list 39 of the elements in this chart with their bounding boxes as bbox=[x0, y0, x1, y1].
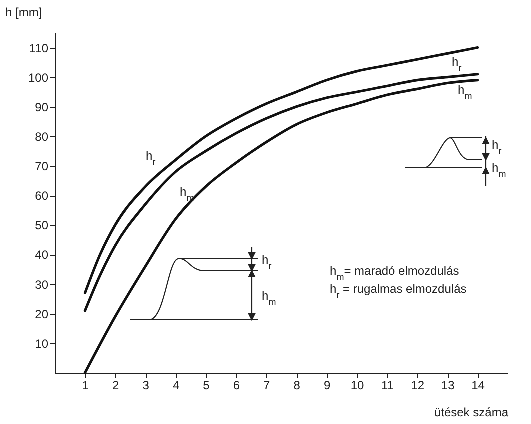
y-tick-label: 10 bbox=[35, 336, 49, 351]
line-series bbox=[84, 79, 480, 374]
x-tick-label: 4 bbox=[172, 378, 180, 392]
annotation: h$_{r}$ bbox=[146, 149, 156, 167]
annotation: h$_{r}$ bbox=[262, 253, 272, 271]
x-tick-label: 13 bbox=[441, 378, 456, 392]
x-tick-label: 8 bbox=[294, 378, 301, 392]
x-tick-label: 6 bbox=[233, 378, 240, 392]
annotation: h$_{r}$ bbox=[452, 55, 462, 73]
x-tick-label: 14 bbox=[472, 378, 486, 392]
y-tick-label: 60 bbox=[35, 189, 49, 204]
x-tick-label: 10 bbox=[350, 378, 364, 392]
x-axis-title: ütések száma bbox=[434, 406, 509, 420]
annotation: h$_{m}$ bbox=[180, 185, 194, 203]
y-axis-title: h [mm] bbox=[6, 6, 42, 20]
x-tick-label: 3 bbox=[142, 378, 150, 392]
annotation: h$_{m}$ bbox=[492, 161, 506, 179]
y-tick-label: 70 bbox=[35, 160, 49, 174]
annotation: h$_{m}$= maradó elmozdulás bbox=[330, 264, 460, 282]
annotation: h$_{r}$ = rugalmas elmozdulás bbox=[330, 282, 467, 300]
y-tick-label: 100 bbox=[28, 70, 49, 85]
annotation: h$_{m}$ bbox=[458, 83, 472, 101]
annotation: h$_{r}$ bbox=[492, 138, 502, 156]
y-tick-label: 110 bbox=[29, 41, 49, 56]
y-tick-label: 30 bbox=[35, 278, 49, 292]
annotation: h$_{m}$ bbox=[262, 289, 276, 307]
y-tick-label: 50 bbox=[35, 218, 49, 233]
x-tick-label: 11 bbox=[381, 378, 394, 392]
y-tick-label: 40 bbox=[35, 248, 49, 262]
x-tick-label: 2 bbox=[112, 378, 120, 392]
x-tick-label: 12 bbox=[411, 378, 425, 392]
x-tick-label: 9 bbox=[324, 378, 331, 392]
x-tick-label: 7 bbox=[264, 378, 271, 392]
y-tick-label: 20 bbox=[35, 307, 49, 322]
y-tick-label: 90 bbox=[35, 100, 49, 114]
x-tick-label: 5 bbox=[203, 378, 210, 392]
x-tick-label: 1 bbox=[82, 378, 90, 392]
y-tick-label: 80 bbox=[35, 130, 49, 144]
line-series bbox=[84, 73, 480, 312]
